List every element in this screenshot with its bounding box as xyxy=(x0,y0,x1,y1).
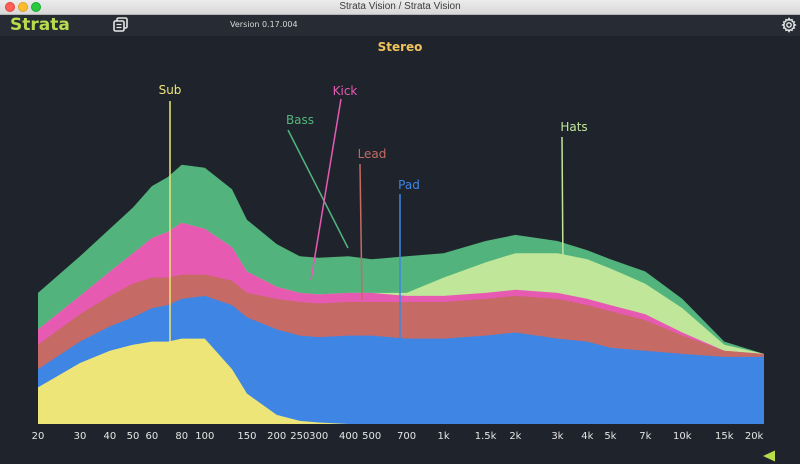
leader-lead xyxy=(359,163,363,301)
x-tick-label: 7k xyxy=(639,431,651,442)
close-window-button[interactable] xyxy=(5,2,15,12)
leader-bass xyxy=(287,129,349,249)
x-tick-label: 80 xyxy=(175,431,188,442)
duplicate-window-icon[interactable] xyxy=(112,16,130,34)
x-tick-label: 15k xyxy=(715,431,734,442)
x-tick-label: 60 xyxy=(146,431,159,442)
x-tick-label: 1.5k xyxy=(475,431,497,442)
play-icon[interactable] xyxy=(762,450,776,462)
x-tick-label: 5k xyxy=(604,431,616,442)
x-tick-label: 250 xyxy=(290,431,309,442)
app-brand: Strata xyxy=(10,15,70,35)
x-axis-ticks: 20 30 40 50 60 80 100 150 200 250 300 400 500 700 1k 1.… xyxy=(32,431,764,442)
label-pad[interactable]: Pad xyxy=(398,178,420,192)
x-tick-label: 4k xyxy=(581,431,593,442)
x-tick-label: 150 xyxy=(237,431,256,442)
label-lead[interactable]: Lead xyxy=(358,147,387,161)
label-sub[interactable]: Sub xyxy=(159,83,182,97)
x-tick-label: 10k xyxy=(673,431,692,442)
x-tick-label: 1k xyxy=(438,431,450,442)
title-bar: Strata Vision / Strata Vision xyxy=(0,0,800,15)
toolbar xyxy=(0,15,800,36)
channel-title: Stereo xyxy=(377,40,423,54)
version-label: Version 0.17.004 xyxy=(230,20,298,29)
x-tick-label: 40 xyxy=(104,431,117,442)
minimize-window-button[interactable] xyxy=(18,2,28,12)
window-title: Strata Vision / Strata Vision xyxy=(339,1,461,12)
label-kick[interactable]: Kick xyxy=(333,84,358,98)
x-tick-label: 400 xyxy=(339,431,358,442)
x-tick-label: 30 xyxy=(74,431,87,442)
label-bass[interactable]: Bass xyxy=(286,113,314,127)
x-tick-label: 3k xyxy=(551,431,563,442)
layer-labels: Sub Bass Kick Lead Pad Hats xyxy=(159,83,588,192)
zoom-window-button[interactable] xyxy=(31,2,41,12)
leader-kick xyxy=(310,98,342,281)
label-hats[interactable]: Hats xyxy=(560,120,587,134)
x-tick-label: 500 xyxy=(362,431,381,442)
x-tick-label: 200 xyxy=(267,431,286,442)
x-tick-label: 100 xyxy=(195,431,214,442)
x-tick-label: 2k xyxy=(509,431,521,442)
x-tick-label: 20k xyxy=(745,431,764,442)
spectrum-areas xyxy=(38,164,764,425)
leader-hats xyxy=(561,136,564,271)
x-tick-label: 20 xyxy=(32,431,45,442)
gear-icon[interactable] xyxy=(781,17,797,33)
x-tick-label: 50 xyxy=(127,431,140,442)
x-tick-label: 700 xyxy=(397,431,416,442)
area-sub xyxy=(38,338,764,424)
x-tick-label: 300 xyxy=(309,431,328,442)
label-leaders xyxy=(169,98,564,352)
